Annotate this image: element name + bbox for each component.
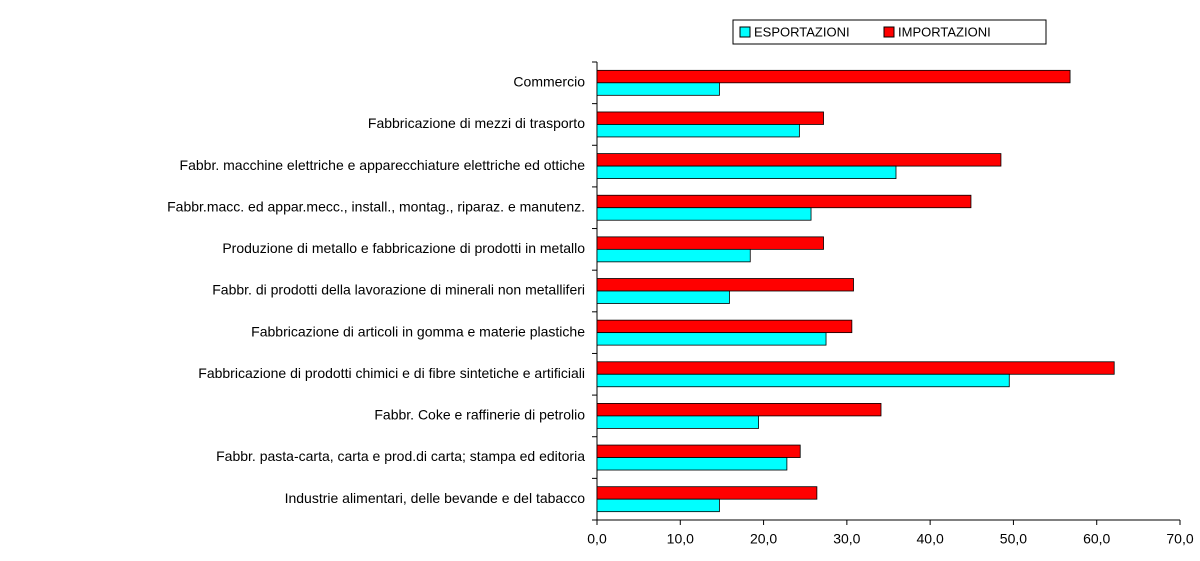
bar <box>596 69 1071 84</box>
bar <box>596 361 1115 375</box>
y-tick-label: Fabbricazione di prodotti chimici e di f… <box>198 365 585 381</box>
bar <box>596 332 827 346</box>
y-tick-label: Produzione di metallo e fabbricazione di… <box>222 240 585 256</box>
y-tick-label: Fabbricazione di articoli in gomma e mat… <box>251 323 585 339</box>
y-tick-label: Fabbr. macchine elettriche e apparecchia… <box>180 157 586 173</box>
bar <box>596 373 1010 388</box>
y-tick-label: Fabbr. Coke e raffinerie di petrolio <box>374 407 585 423</box>
y-tick-label: Fabbr. pasta-carta, carta e prod.di cart… <box>216 448 585 464</box>
bar <box>596 290 730 304</box>
bar <box>596 194 972 209</box>
bar <box>596 319 853 334</box>
bar <box>596 486 818 500</box>
bar <box>596 444 801 458</box>
bar <box>596 165 897 179</box>
bar <box>596 248 751 263</box>
y-tick-label: Fabbr. di prodotti della lavorazione di … <box>212 282 585 298</box>
x-tick-label: 60,0 <box>1083 531 1110 547</box>
x-tick-label: 50,0 <box>1000 531 1027 547</box>
bar <box>596 111 824 125</box>
y-tick-label: Fabbricazione di mezzi di trasporto <box>368 115 585 131</box>
y-tick-label: Commercio <box>513 74 585 90</box>
y-tick-label: Fabbr.macc. ed appar.mecc., install., mo… <box>167 198 585 214</box>
bar <box>596 207 812 221</box>
legend-label: ESPORTAZIONI <box>754 24 850 39</box>
x-tick-label: 70,0 <box>1166 531 1193 547</box>
bar <box>596 82 720 96</box>
y-tick-label: Industrie alimentari, delle bevande e de… <box>285 490 586 506</box>
legend-swatch <box>883 26 895 38</box>
bar <box>596 457 788 471</box>
bar <box>596 278 854 292</box>
bar <box>596 415 759 429</box>
bar <box>596 498 720 513</box>
bar <box>596 236 824 250</box>
x-tick-label: 10,0 <box>667 531 694 547</box>
x-tick-label: 20,0 <box>750 531 777 547</box>
x-tick-label: 30,0 <box>833 531 860 547</box>
legend-label: IMPORTAZIONI <box>898 24 991 39</box>
legend-swatch <box>739 26 751 38</box>
bar <box>596 153 1002 167</box>
x-tick-label: 40,0 <box>917 531 944 547</box>
x-tick-label: 0,0 <box>587 531 607 547</box>
bar <box>596 403 882 417</box>
bar <box>596 124 800 138</box>
